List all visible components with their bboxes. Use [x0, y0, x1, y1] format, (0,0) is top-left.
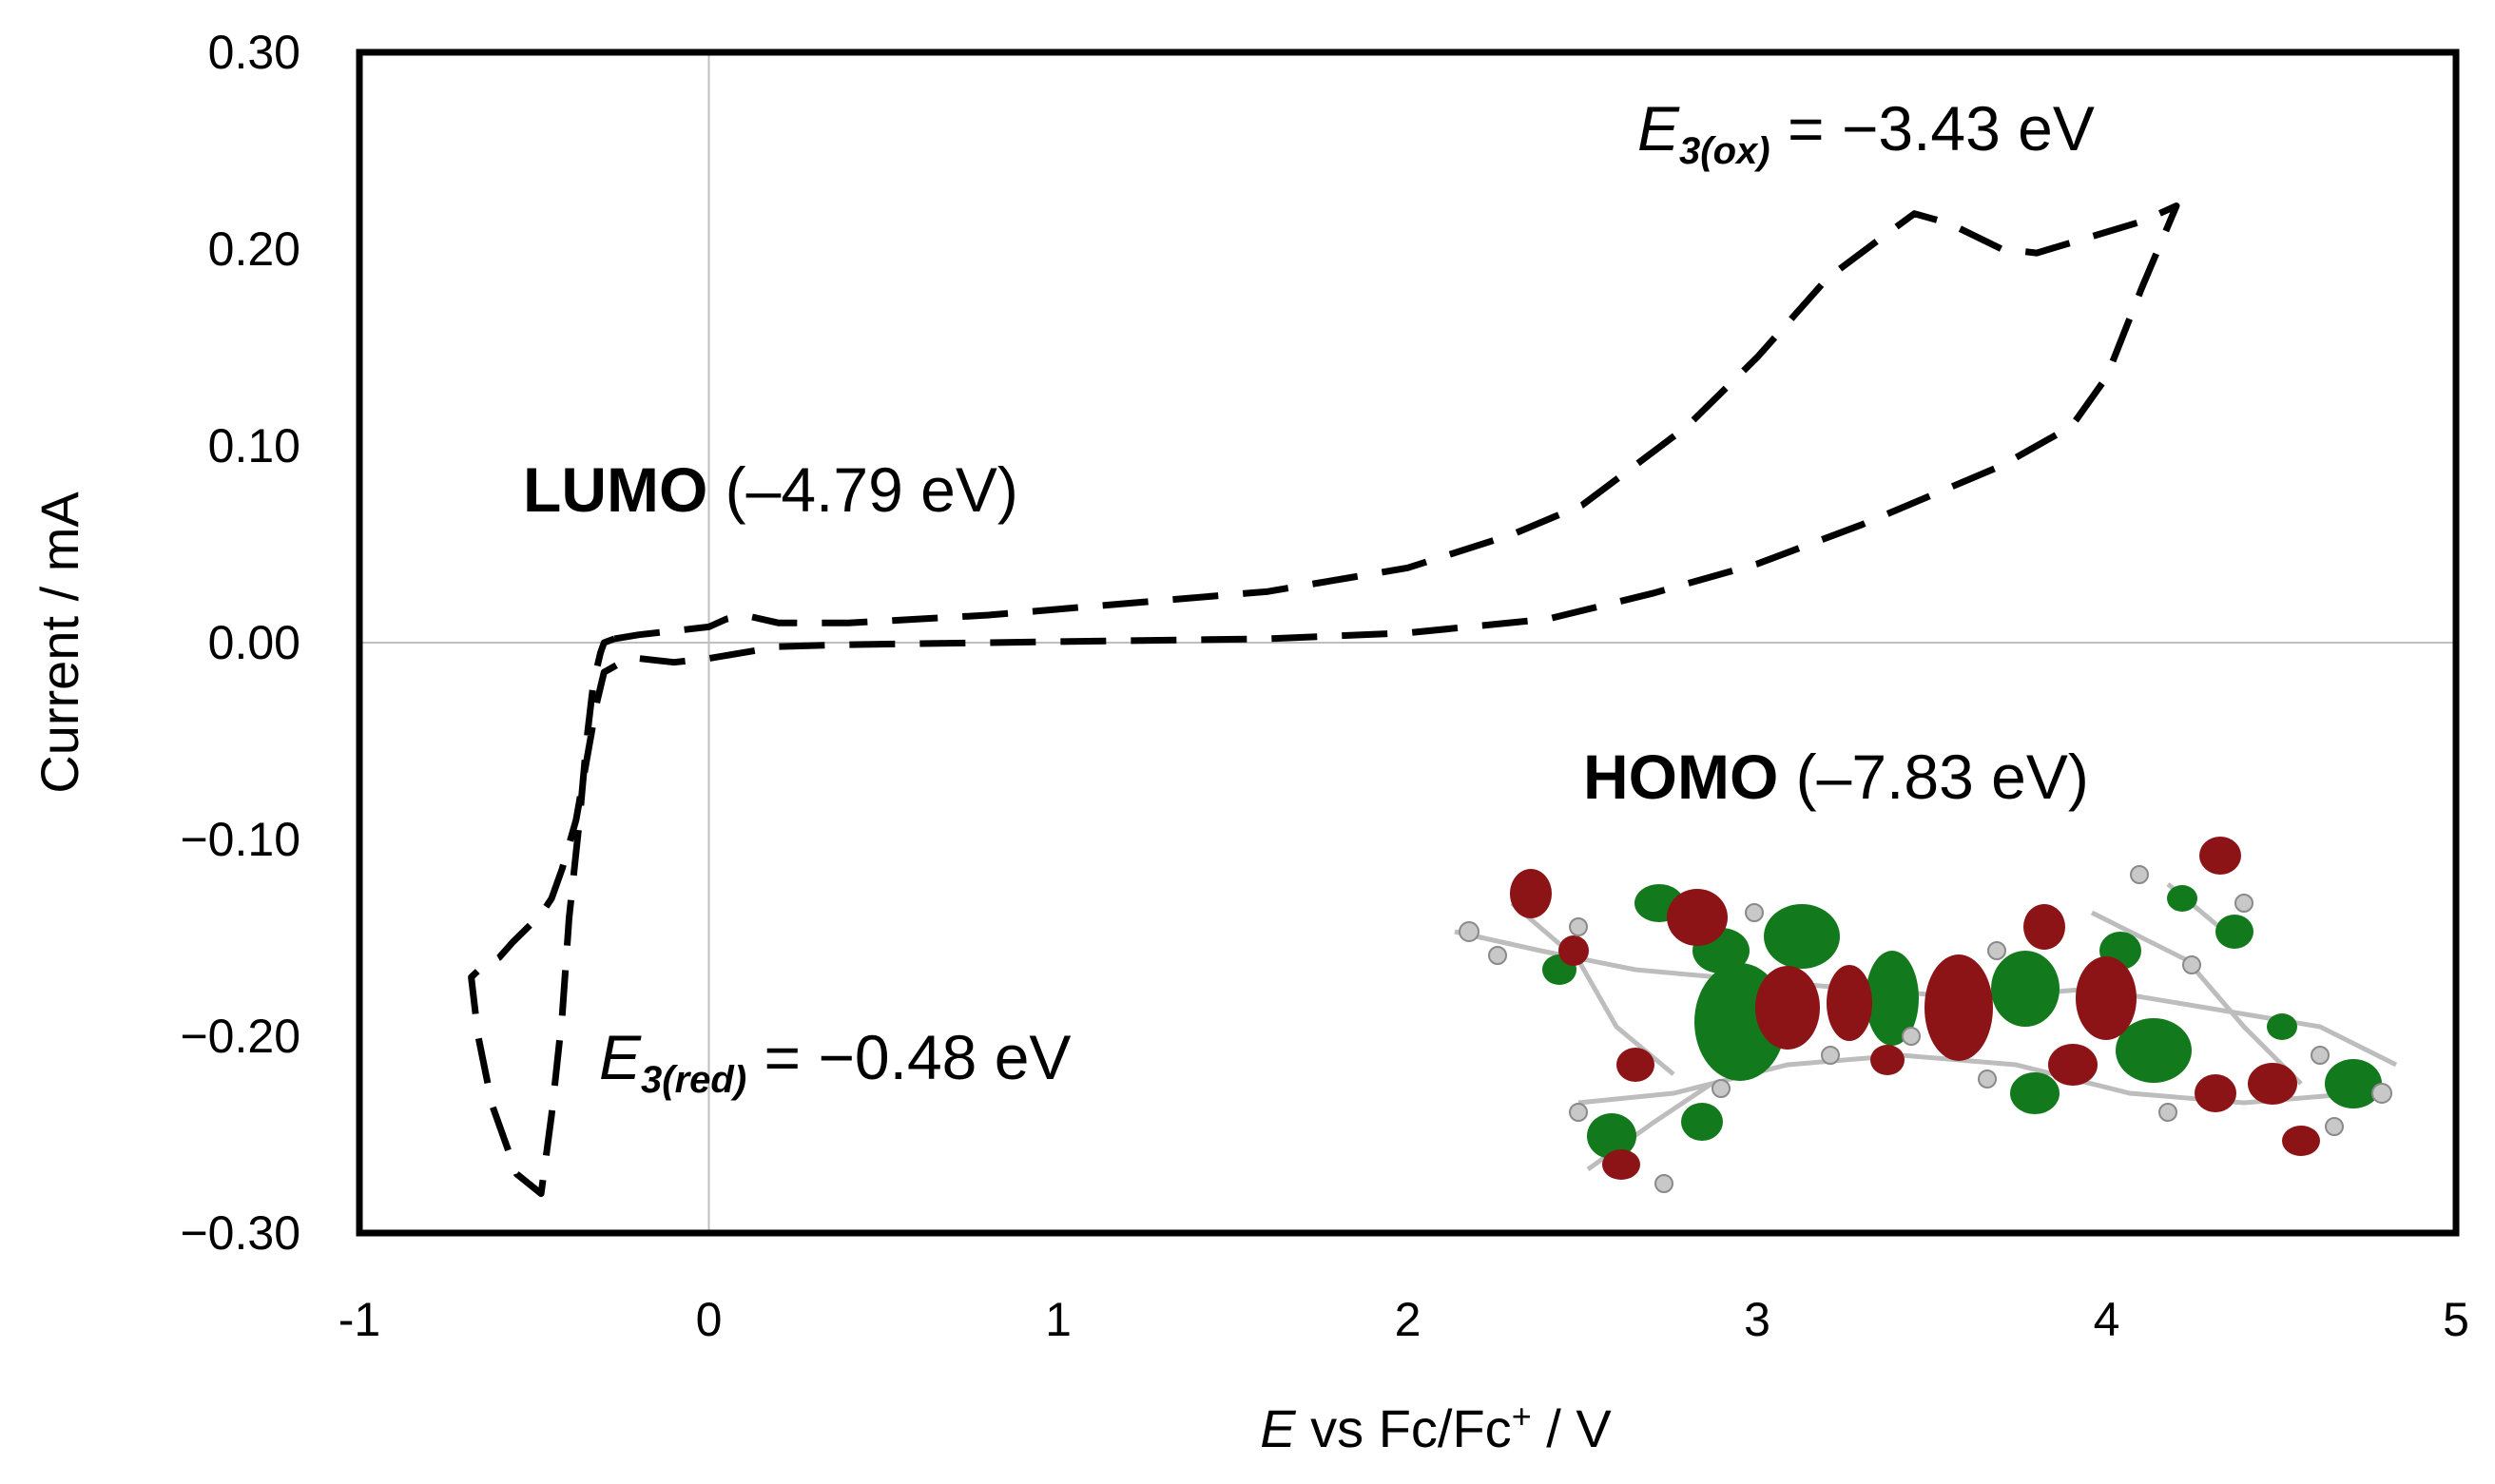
- y-tick-label: 0.20: [208, 222, 300, 276]
- x-tick-label: -1: [338, 1293, 380, 1346]
- x-tick-label: 0: [696, 1293, 723, 1346]
- x-tick-label: 1: [1045, 1293, 1072, 1346]
- y-tick-label: 0.00: [208, 616, 300, 669]
- x-tick-label: 3: [1744, 1293, 1770, 1346]
- annotation-e3-ox: E3(ox) = −3.43 eV: [1637, 93, 2095, 172]
- annotation-lumo-text: (–4.79 eV): [707, 454, 1018, 525]
- annotation-homo-bold: HOMO: [1583, 742, 1778, 812]
- x-axis-label-rest: vs Fc/Fc: [1296, 1398, 1512, 1458]
- gridlines: [359, 52, 2456, 1233]
- cv-series-line: [468, 202, 2180, 1198]
- y-tick-label: −0.30: [180, 1206, 300, 1260]
- series-group: [468, 202, 2180, 1198]
- plot-border: [356, 48, 2460, 1237]
- lobes-red: [1510, 837, 2320, 1180]
- x-tick-labels: -1 0 1 2 3 4 5: [338, 1293, 2469, 1346]
- annotation-e3-red-e: E: [599, 1022, 642, 1092]
- y-tick-label: 0.10: [208, 419, 300, 472]
- annotation-e3-red-text: = −0.48 eV: [746, 1022, 1071, 1092]
- y-tick-labels: 0.30 0.20 0.10 0.00 −0.10 −0.20 −0.30: [180, 26, 300, 1260]
- y-tick-label: −0.20: [180, 1010, 300, 1063]
- annotation-e3-ox-text: = −3.43 eV: [1770, 93, 2095, 164]
- annotation-e3-red: E3(red) = −0.48 eV: [599, 1022, 1071, 1101]
- homo-orbital-image: [1454, 837, 2398, 1193]
- y-tick-label: −0.10: [180, 813, 300, 866]
- y-tick-label: 0.30: [208, 26, 300, 79]
- x-tick-label: 5: [2443, 1293, 2469, 1346]
- annotation-lumo-bold: LUMO: [523, 454, 707, 525]
- y-axis-label: Current / mA: [29, 491, 89, 794]
- x-axis-label: E vs Fc/Fc+ / V: [1260, 1397, 1612, 1458]
- x-axis-label-sup: +: [1512, 1397, 1532, 1436]
- annotation-homo-text: (–7.83 eV): [1778, 742, 2089, 812]
- atoms-hydrogen: [1459, 865, 2392, 1193]
- x-tick-label: 2: [1395, 1293, 1422, 1346]
- annotation-e3-ox-sub: 3(ox): [1679, 130, 1770, 172]
- x-tick-label: 4: [2094, 1293, 2120, 1346]
- x-axis-label-italic: E: [1260, 1398, 1296, 1458]
- annotation-e3-red-sub: 3(red): [641, 1059, 746, 1101]
- annotation-homo: HOMO (–7.83 eV): [1583, 742, 2089, 812]
- annotation-e3-ox-e: E: [1637, 93, 1680, 164]
- x-axis-label-tail: / V: [1532, 1398, 1613, 1458]
- lobes-green: [1542, 884, 2382, 1159]
- annotation-lumo: LUMO (–4.79 eV): [523, 454, 1018, 525]
